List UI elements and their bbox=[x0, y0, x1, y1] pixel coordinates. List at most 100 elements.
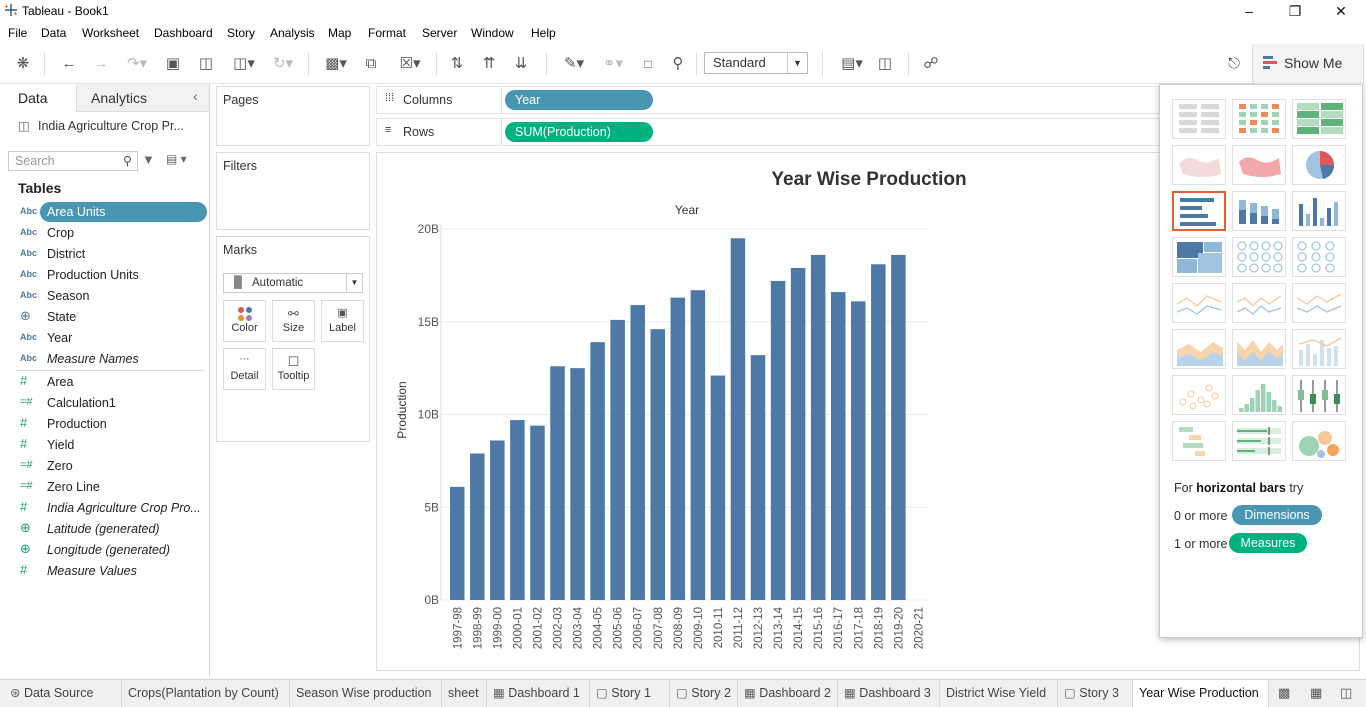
menu-server[interactable]: Server bbox=[422, 26, 458, 40]
group-members-icon[interactable]: ⚭▾ bbox=[602, 55, 624, 72]
sum-production-pill[interactable]: SUM(Production) bbox=[505, 122, 653, 142]
show-me-symbol-map[interactable] bbox=[1172, 145, 1226, 185]
show-me-bullet-graph[interactable] bbox=[1232, 421, 1286, 461]
year-pill[interactable]: Year bbox=[505, 90, 653, 110]
show-me-packed-bubbles[interactable] bbox=[1292, 421, 1346, 461]
undo-icon[interactable]: ← bbox=[61, 55, 77, 72]
menu-analysis[interactable]: Analysis bbox=[270, 26, 315, 40]
new-dashboard-tab-icon[interactable]: ▦ bbox=[1310, 685, 1323, 700]
fix-axes-icon[interactable]: ⚲ bbox=[672, 55, 684, 72]
minimize-button[interactable]: – bbox=[1245, 3, 1253, 19]
format-painter-icon[interactable]: ⎋ bbox=[1228, 55, 1240, 72]
show-me-pie-chart[interactable] bbox=[1292, 145, 1346, 185]
menu-format[interactable]: Format bbox=[368, 26, 407, 40]
show-me-side-by-side-circles[interactable] bbox=[1292, 237, 1346, 277]
detail-mark-card[interactable]: ⋯ Detail bbox=[223, 348, 266, 390]
menu-story[interactable]: Story bbox=[227, 26, 256, 40]
field-calculation1[interactable]: =# Calculation1 bbox=[0, 393, 208, 413]
tab-analytics[interactable]: Analytics ‹ bbox=[76, 84, 209, 112]
label-mark-card[interactable]: ▣ Label bbox=[321, 300, 364, 342]
pause-updates-icon[interactable]: ◫▾ bbox=[233, 55, 255, 72]
show-me-scatter-plot[interactable] bbox=[1172, 375, 1226, 415]
field-production-units[interactable]: Abc Production Units bbox=[0, 265, 208, 285]
fit-dropdown[interactable]: Standard ▼ bbox=[704, 52, 808, 74]
field-district[interactable]: Abc District bbox=[0, 244, 208, 264]
show-me-lines-discrete[interactable] bbox=[1232, 283, 1286, 323]
sheet-tab-district-wise-yield[interactable]: District Wise Yield bbox=[940, 680, 1058, 707]
color-mark-card[interactable]: Color bbox=[223, 300, 266, 342]
pages-shelf[interactable]: Pages bbox=[216, 86, 370, 146]
menu-map[interactable]: Map bbox=[328, 26, 352, 40]
sheet-tab-sheet[interactable]: sheet bbox=[442, 680, 487, 707]
replay-icon[interactable]: ↷▾ bbox=[126, 55, 148, 72]
sheet-tab-story-2[interactable]: ▢ Story 2 bbox=[670, 680, 738, 707]
show-me-box-and-whisker[interactable] bbox=[1292, 375, 1346, 415]
field-latitude-generated[interactable]: ⊕ Latitude (generated) bbox=[0, 519, 208, 539]
show-me-lines-continuous[interactable] bbox=[1172, 283, 1226, 323]
show-me-stacked-bars[interactable] bbox=[1232, 191, 1286, 231]
field-zero-line[interactable]: =# Zero Line bbox=[0, 477, 208, 497]
sheet-tab-season-wise-production[interactable]: Season Wise production bbox=[290, 680, 442, 707]
presentation-mode-icon[interactable]: ◫ bbox=[877, 55, 893, 72]
field-india-agriculture-crop-pro[interactable]: # India Agriculture Crop Pro... bbox=[0, 498, 208, 518]
search-input[interactable]: Search ⚲ bbox=[8, 151, 138, 171]
sheet-tab-crops-plantation-by-count[interactable]: Crops(Plantation by Count) bbox=[122, 680, 290, 707]
sort-descending-icon[interactable]: ⇊ bbox=[514, 55, 528, 72]
highlight-icon[interactable]: ✎▾ bbox=[563, 55, 585, 72]
close-button[interactable]: ✕ bbox=[1335, 3, 1347, 19]
show-cards-icon[interactable]: ▤▾ bbox=[841, 55, 863, 72]
sheet-tab-data-source[interactable]: ⊛ Data Source bbox=[0, 680, 122, 707]
clear-sheet-icon[interactable]: ☒▾ bbox=[399, 55, 421, 72]
field-longitude-generated[interactable]: ⊕ Longitude (generated) bbox=[0, 540, 208, 560]
tooltip-mark-card[interactable]: ☐ Tooltip bbox=[272, 348, 315, 390]
show-me-heat-map[interactable] bbox=[1232, 99, 1286, 139]
show-me-circle-views[interactable] bbox=[1232, 237, 1286, 277]
sheet-tab-dashboard-1[interactable]: ▦ Dashboard 1 bbox=[487, 680, 590, 707]
menu-dashboard[interactable]: Dashboard bbox=[154, 26, 213, 40]
show-me-treemap[interactable] bbox=[1172, 237, 1226, 277]
maximize-button[interactable]: ❐ bbox=[1288, 3, 1302, 19]
redo-icon[interactable]: → bbox=[93, 55, 109, 72]
refresh-icon[interactable]: ↻▾ bbox=[272, 55, 294, 72]
view-options-icon[interactable]: ▤ ▾ bbox=[166, 152, 187, 166]
field-measure-values[interactable]: # Measure Values bbox=[0, 561, 208, 581]
sheet-tab-story-1[interactable]: ▢ Story 1 bbox=[590, 680, 670, 707]
tableau-home-icon[interactable]: ❋ bbox=[16, 55, 30, 72]
show-me-filled-map[interactable] bbox=[1232, 145, 1286, 185]
sheet-tab-dashboard-3[interactable]: ▦ Dashboard 3 bbox=[838, 680, 940, 707]
field-yield[interactable]: # Yield bbox=[0, 435, 208, 455]
menu-file[interactable]: File bbox=[8, 26, 28, 40]
new-story-tab-icon[interactable]: ◫ bbox=[1340, 685, 1353, 700]
field-measure-names[interactable]: Abc Measure Names bbox=[0, 349, 208, 369]
save-icon[interactable]: ▣ bbox=[165, 55, 181, 72]
new-worksheet-tab-icon[interactable]: ▩ bbox=[1278, 685, 1291, 700]
mark-type-dropdown[interactable]: ▉ Automatic ▼ bbox=[223, 273, 363, 293]
swap-rows-columns-icon[interactable]: ⇅ bbox=[450, 55, 464, 72]
field-crop[interactable]: Abc Crop bbox=[0, 223, 208, 243]
show-me-gantt-chart[interactable] bbox=[1172, 421, 1226, 461]
field-area[interactable]: # Area bbox=[0, 372, 208, 392]
show-me-area-discrete[interactable] bbox=[1232, 329, 1286, 369]
tab-data[interactable]: Data bbox=[0, 84, 75, 112]
show-me-histogram[interactable] bbox=[1232, 375, 1286, 415]
new-datasource-icon[interactable]: ◫ bbox=[198, 55, 214, 72]
show-me-dual-combination[interactable] bbox=[1292, 329, 1346, 369]
show-me-dual-lines[interactable] bbox=[1292, 283, 1346, 323]
show-me-horizontal-bars[interactable] bbox=[1172, 191, 1226, 231]
field-area-units[interactable]: Abc Area Units bbox=[0, 202, 208, 222]
size-mark-card[interactable]: ⚯ Size bbox=[272, 300, 315, 342]
share-icon[interactable]: ☍ bbox=[923, 55, 939, 72]
menu-worksheet[interactable]: Worksheet bbox=[82, 26, 140, 40]
field-year[interactable]: Abc Year bbox=[0, 328, 208, 348]
filter-icon[interactable]: ▼ bbox=[142, 152, 155, 167]
menu-help[interactable]: Help bbox=[531, 26, 556, 40]
menu-data[interactable]: Data bbox=[41, 26, 67, 40]
field-state[interactable]: ⊕ State bbox=[0, 307, 208, 327]
rows-shelf[interactable]: ≡ Rows SUM(Production) bbox=[376, 118, 1166, 146]
bar-chart[interactable]: Year Wise Production Year Production 0B 5B 10… bbox=[377, 153, 1359, 670]
show-me-text-table[interactable] bbox=[1172, 99, 1226, 139]
field-zero[interactable]: =# Zero bbox=[0, 456, 208, 476]
show-me-highlight-table[interactable] bbox=[1292, 99, 1346, 139]
sheet-tab-year-wise-production[interactable]: Year Wise Production bbox=[1133, 680, 1269, 707]
collapse-pane-icon[interactable]: ‹ bbox=[193, 88, 198, 104]
